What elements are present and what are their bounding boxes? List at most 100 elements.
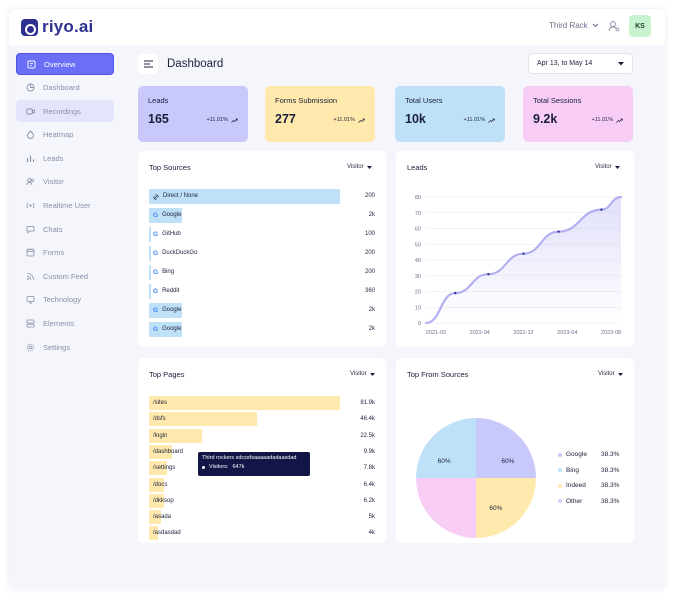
technology-icon: [26, 296, 35, 304]
page-bar: [149, 428, 202, 443]
page-row[interactable]: /dkksop 6.2k: [149, 493, 375, 509]
stat-label: Forms Submission: [275, 96, 338, 105]
sidebar-item-settings[interactable]: Settings: [16, 336, 114, 358]
sidebar-item-label: Overview: [44, 59, 76, 69]
feed-icon: [27, 272, 34, 280]
source-label: Direct / None: [153, 189, 198, 204]
page-value: 22.5k: [360, 432, 375, 439]
sidebar-item-overview[interactable]: Overview: [16, 53, 114, 75]
page-row[interactable]: /asdasdad 4k: [149, 526, 375, 541]
page-row[interactable]: /settings 7.8k: [149, 461, 375, 476]
source-row[interactable]: G Reddit 360: [149, 284, 375, 299]
leads-point[interactable]: [600, 208, 603, 211]
sidebar-item-chats[interactable]: Chats: [16, 218, 114, 240]
legend-item-indeed[interactable]: Indeed 38.3%: [558, 482, 619, 489]
leads-point[interactable]: [557, 230, 560, 233]
brand-logo[interactable]: riyo.ai: [21, 17, 93, 37]
source-bar: [149, 303, 183, 318]
page-row[interactable]: /sites 81.9k: [149, 396, 375, 411]
y-tick-label: 20: [415, 290, 421, 296]
trend-up-icon: [231, 118, 238, 123]
source-row[interactable]: G Bing 200: [149, 265, 375, 280]
source-value: 100: [364, 231, 375, 237]
source-label: G Reddit: [153, 284, 179, 299]
source-bar: [149, 284, 151, 299]
sidebar-item-visitor[interactable]: Visitor: [16, 171, 114, 193]
pie-slice-google[interactable]: [476, 418, 536, 478]
page-value: 81.9k: [360, 400, 375, 406]
realtime-icon: [26, 202, 35, 209]
visitor-filter-dropdown[interactable]: Visitor: [347, 164, 372, 170]
page-label: /asada: [153, 510, 171, 524]
sidebar-item-dashboard[interactable]: Dashboard: [16, 77, 114, 99]
sidebar-item-technology[interactable]: Technology: [16, 289, 114, 311]
legend-swatch: [558, 452, 562, 457]
pie-slice-indeed[interactable]: [416, 478, 476, 538]
source-label: G DuckDuckGo: [153, 246, 197, 261]
stat-card-total-sessions[interactable]: Total Sessions 9.2k +11.01%: [523, 86, 633, 142]
visitor-filter-dropdown[interactable]: Visitor: [595, 164, 620, 170]
google-icon: G: [153, 250, 159, 257]
sidebar-item-realtime-user[interactable]: Realtime User: [16, 195, 114, 217]
date-range-picker[interactable]: Apr 13, to May 14: [528, 53, 633, 74]
stat-card-forms-submission[interactable]: Forms Submission 277 +11.01%: [265, 86, 375, 142]
leads-point[interactable]: [454, 291, 457, 295]
top-sources-card: Top Sources Visitor Direct / None 200 G Goo…: [138, 151, 386, 347]
leads-point[interactable]: [487, 272, 490, 276]
google-icon: G: [153, 212, 159, 219]
sidebar-item-label: Chats: [43, 224, 63, 234]
sidebar: Overview Dashboard Recordings Heatmap Leads V…: [16, 53, 114, 360]
sidebar-item-elements[interactable]: Elements: [16, 313, 114, 335]
user-settings-icon[interactable]: [608, 20, 620, 32]
menu-toggle-button[interactable]: [138, 53, 158, 74]
y-tick-label: 10: [415, 305, 421, 311]
visitor-filter-dropdown[interactable]: Visitor: [598, 371, 623, 377]
source-name: Reddit: [162, 288, 180, 294]
source-row[interactable]: G GitHub 100: [149, 227, 375, 242]
stat-card-total-users[interactable]: Total Users 10k +11.01%: [395, 86, 505, 142]
sidebar-item-custom-feed[interactable]: Custom Feed: [16, 265, 114, 287]
page-row[interactable]: /docs 6.4k: [149, 477, 375, 493]
legend-item-other[interactable]: Other 38.3%: [558, 498, 619, 505]
caret-down-icon: [369, 372, 375, 376]
page-row[interactable]: /login 22.5k: [149, 428, 375, 444]
leads-point[interactable]: [522, 252, 525, 255]
legend-item-google[interactable]: Google 38.3%: [558, 451, 619, 458]
source-row[interactable]: Direct / None 200: [149, 189, 375, 204]
source-row[interactable]: G DuckDuckGo 200: [149, 246, 375, 261]
page-value: 46.4k: [360, 416, 375, 423]
sidebar-item-recordings[interactable]: Recordings: [16, 100, 114, 123]
sidebar-item-label: Dashboard: [43, 83, 80, 93]
source-row[interactable]: G Google 2k: [149, 322, 375, 337]
y-tick-label: 40: [415, 258, 421, 264]
source-row[interactable]: G Google 2k: [149, 208, 375, 223]
sidebar-item-forms[interactable]: Forms: [16, 242, 114, 264]
page-value: 6.2k: [363, 497, 375, 504]
page-row[interactable]: /dsfs 46.4k: [149, 412, 375, 427]
tooltip-metric-row: Visitors: 647k: [202, 464, 306, 470]
page-bar: [149, 526, 159, 541]
page-row[interactable]: /dashboard 9.9k: [149, 444, 375, 460]
trend-up-icon: [616, 118, 623, 123]
org-switcher[interactable]: Third Rack: [549, 21, 599, 30]
tooltip-value: 647k: [232, 464, 245, 470]
pie-slice-bing[interactable]: [476, 478, 536, 538]
legend-item-bing[interactable]: Bing 38.3%: [558, 467, 619, 474]
pie-slice-label: 60%: [501, 458, 514, 465]
avatar[interactable]: KS: [629, 15, 651, 37]
stat-card-leads[interactable]: Leads 165 +11.01%: [138, 86, 248, 142]
source-row[interactable]: G Google 2k: [149, 303, 375, 318]
page-header: Dashboard: [138, 53, 256, 74]
visitor-filter-dropdown[interactable]: Visitor: [350, 371, 375, 377]
sidebar-item-heatmap[interactable]: Heatmap: [16, 124, 114, 146]
legend-swatch: [558, 468, 562, 472]
brand-name: riyo.ai: [42, 17, 94, 36]
caret-down-icon: [366, 165, 372, 169]
page-bar: [149, 412, 258, 427]
pie-slice-other[interactable]: [416, 418, 476, 478]
x-tick-label: 2022-12: [513, 330, 533, 336]
sidebar-item-leads[interactable]: Leads: [16, 147, 114, 169]
page-row[interactable]: /asada 5k: [149, 510, 375, 525]
sidebar-item-label: Heatmap: [43, 130, 74, 140]
page-path: /dashboard: [153, 448, 184, 455]
